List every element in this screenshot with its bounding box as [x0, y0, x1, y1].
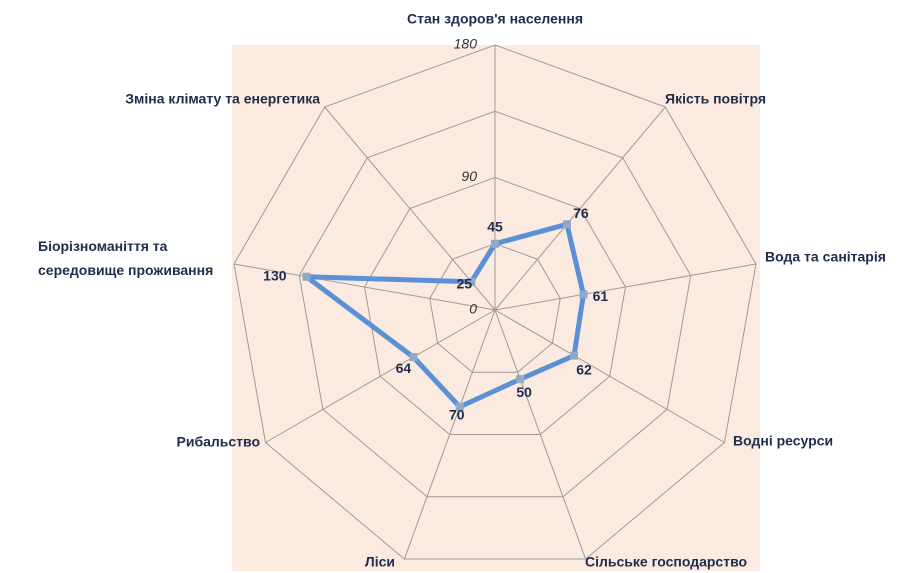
- grid-ring: [363, 176, 627, 436]
- value-label: 70: [449, 407, 465, 423]
- y-tick-label: 0: [469, 301, 477, 317]
- marker: [516, 375, 525, 384]
- spoke: [494, 263, 757, 311]
- category-label-box: Біорізноманіття та середовище проживання: [38, 238, 214, 278]
- spoke: [494, 106, 666, 311]
- value-label: 62: [576, 361, 592, 377]
- spoke: [494, 309, 725, 443]
- marker: [455, 402, 464, 411]
- plot-background: [232, 45, 760, 571]
- grid-ring: [298, 110, 692, 498]
- value-label: 130: [263, 267, 287, 283]
- category-label: Сільське господарство: [585, 554, 747, 570]
- value-label: 76: [573, 205, 589, 221]
- y-tick-label: 90: [461, 168, 477, 184]
- spoke: [324, 106, 496, 311]
- spoke: [494, 309, 587, 560]
- spoke: [403, 309, 496, 560]
- marker: [491, 239, 499, 248]
- category-label: Ліси: [365, 554, 395, 570]
- value-label: 61: [593, 288, 609, 304]
- marker: [302, 272, 311, 281]
- marker: [562, 220, 571, 229]
- value-label: 25: [457, 276, 473, 292]
- grid-ring: [233, 44, 757, 560]
- category-label: Вода та санітарія: [765, 249, 886, 265]
- value-label: 45: [487, 218, 503, 234]
- category-label: Рибальство: [177, 434, 261, 450]
- spoke: [265, 309, 496, 443]
- y-tick-label: 180: [454, 36, 478, 52]
- marker: [579, 290, 588, 299]
- marker: [409, 353, 418, 362]
- category-label: Стан здоров'я населення: [407, 11, 583, 27]
- value-label: 50: [516, 384, 532, 400]
- series-line: [304, 221, 586, 410]
- spoke: [233, 263, 496, 311]
- category-label: Біорізноманіття та середовище проживання: [38, 238, 214, 278]
- marker: [467, 277, 476, 286]
- value-label: 64: [396, 360, 412, 376]
- category-label: Зміна клімату та енергетика: [125, 91, 320, 107]
- marker: [570, 351, 579, 360]
- category-label: Якість повітря: [665, 91, 766, 107]
- category-label: Водні ресурси: [733, 433, 833, 449]
